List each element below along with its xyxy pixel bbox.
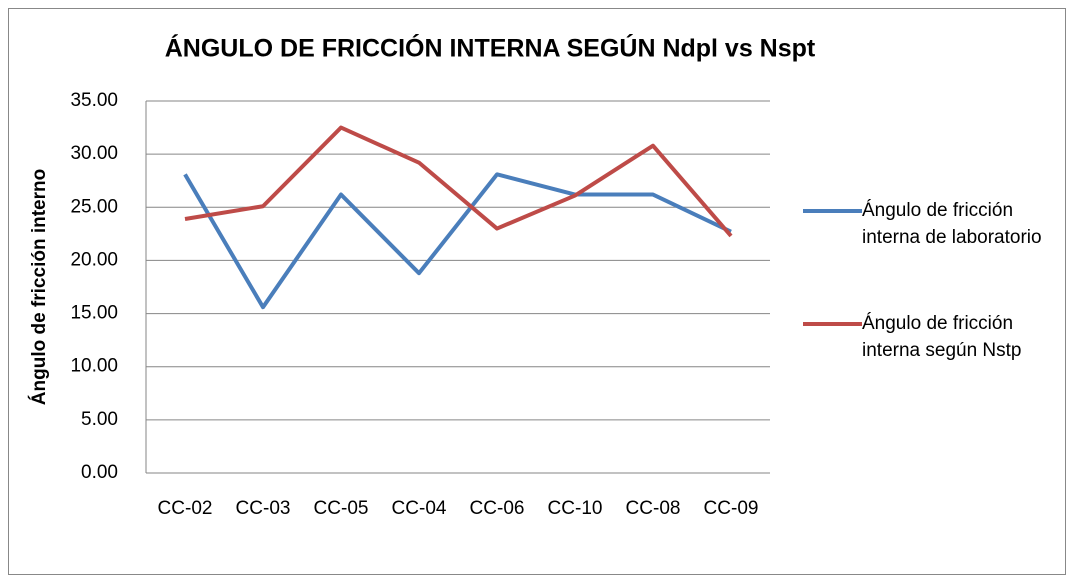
x-tick-label: CC-03 <box>236 498 291 519</box>
y-tick-label: 5.00 <box>81 409 118 430</box>
series-line <box>184 125 733 238</box>
x-tick-label: CC-04 <box>392 498 447 519</box>
x-tick-label: CC-09 <box>704 498 759 519</box>
y-tick-label: 15.00 <box>70 303 118 324</box>
y-axis-label: Ángulo de fricción interno <box>28 169 50 405</box>
x-tick-label: CC-02 <box>158 498 213 519</box>
x-tick-label: CC-05 <box>314 498 369 519</box>
y-tick-label: 0.00 <box>81 462 118 483</box>
y-tick-label: 20.00 <box>70 249 118 270</box>
series-line <box>183 172 732 310</box>
chart-title: ÁNGULO DE FRICCIÓN INTERNA SEGÚN Ndpl vs… <box>165 33 816 63</box>
x-tick-label: CC-08 <box>626 498 681 519</box>
chart-border <box>8 8 1066 575</box>
y-tick-label: 10.00 <box>70 356 118 377</box>
legend-label: Ángulo de fricción interna de laboratori… <box>862 200 1042 248</box>
y-tick-label: 30.00 <box>70 143 118 164</box>
y-tick-label: 35.00 <box>70 90 118 111</box>
legend-label: Ángulo de fricción interna según Nstp <box>862 313 1022 361</box>
x-tick-label: CC-10 <box>548 498 603 519</box>
x-tick-label: CC-06 <box>470 498 525 519</box>
y-tick-label: 25.00 <box>70 196 118 217</box>
